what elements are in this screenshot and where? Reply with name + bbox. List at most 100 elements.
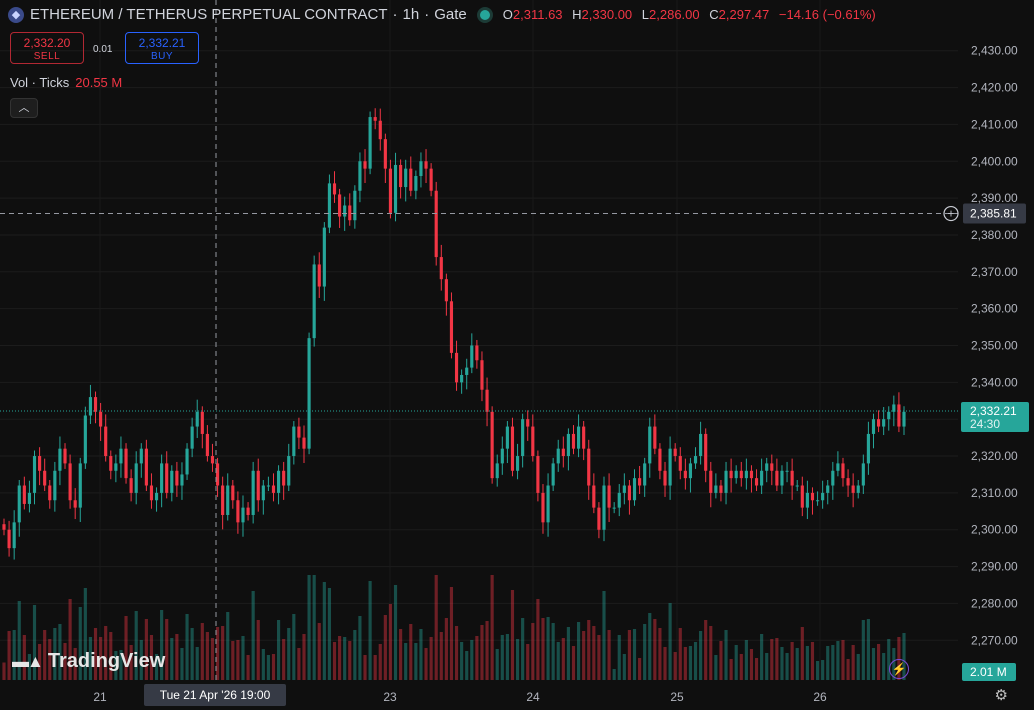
volume-bar bbox=[17, 601, 21, 680]
candle-body bbox=[780, 470, 784, 486]
volume-bar bbox=[241, 636, 245, 680]
sell-label: SELL bbox=[33, 51, 61, 62]
sell-button[interactable]: 2,332.20 SELL bbox=[10, 32, 84, 64]
volume-bar bbox=[414, 643, 418, 680]
volume-bar bbox=[815, 661, 820, 680]
exchange-label[interactable]: Gate bbox=[434, 6, 467, 23]
candle-body bbox=[760, 470, 764, 486]
volume-bar bbox=[490, 575, 494, 680]
volume-last-label: 2.01 M bbox=[970, 665, 1007, 679]
volume-bar bbox=[363, 655, 367, 680]
volume-bar bbox=[99, 637, 103, 680]
volume-bar bbox=[210, 638, 215, 680]
candle-body bbox=[810, 492, 815, 501]
volume-bar bbox=[185, 614, 189, 680]
volume-bar bbox=[200, 623, 204, 680]
candle-body bbox=[165, 463, 169, 493]
volume-legend[interactable]: Vol · Ticks 20.55 M bbox=[10, 75, 122, 90]
candle-body bbox=[704, 433, 708, 471]
price-tick-label: 2,270.00 bbox=[971, 633, 1018, 647]
change-value: −14.16 (−0.61%) bbox=[778, 7, 876, 22]
candle-body bbox=[109, 456, 113, 471]
symbol-title[interactable]: ETHEREUM / TETHERUS PERPETUAL CONTRACT bbox=[30, 6, 388, 23]
candle-body bbox=[312, 264, 316, 339]
candle-body bbox=[353, 190, 357, 221]
price-tick-label: 2,360.00 bbox=[971, 302, 1018, 316]
candle-body bbox=[43, 470, 47, 486]
volume-bar bbox=[160, 610, 164, 680]
interval-label[interactable]: 1h bbox=[402, 6, 420, 23]
candle-body bbox=[424, 161, 428, 169]
volume-bar bbox=[495, 649, 499, 680]
volume-bar bbox=[866, 619, 870, 680]
volume-bar bbox=[765, 653, 769, 680]
last-price-tag bbox=[961, 402, 1029, 433]
volume-bar bbox=[749, 649, 754, 680]
candle-body bbox=[195, 411, 199, 427]
candle-body bbox=[439, 257, 443, 280]
collapse-chevron-icon[interactable]: ︿ bbox=[10, 98, 38, 118]
candle-body bbox=[149, 485, 154, 501]
volume-bar bbox=[668, 603, 672, 680]
volume-bar bbox=[7, 631, 11, 680]
volume-bar bbox=[648, 613, 652, 680]
candle-body bbox=[454, 352, 459, 383]
volume-bar bbox=[149, 635, 154, 680]
candle-body bbox=[373, 117, 377, 121]
candle-body bbox=[297, 426, 301, 438]
volume-bar bbox=[622, 654, 626, 680]
volume-bar bbox=[449, 587, 454, 680]
volume-bar bbox=[271, 654, 276, 680]
candle-body bbox=[210, 456, 215, 464]
candle-body bbox=[393, 164, 398, 213]
volume-bar bbox=[73, 648, 77, 680]
candle-body bbox=[256, 470, 260, 501]
price-tick-label: 2,380.00 bbox=[971, 228, 1018, 242]
volume-bar bbox=[424, 648, 428, 680]
volume-bar bbox=[246, 655, 250, 680]
volume-bar bbox=[653, 619, 657, 680]
candle-body bbox=[68, 463, 72, 501]
time-axis[interactable]: 21 23 24 25 26 Tue 21 Apr '26 19:00 bbox=[93, 684, 827, 706]
volume-bar bbox=[561, 638, 565, 680]
candle-body bbox=[327, 183, 331, 228]
countdown-label: 24:30 bbox=[970, 417, 1000, 431]
tradingview-logo[interactable]: ▬▲ TradingView bbox=[12, 650, 165, 673]
buy-button[interactable]: 2,332.21 BUY bbox=[125, 32, 199, 64]
candle-body bbox=[897, 404, 901, 427]
time-tick-label: 21 bbox=[93, 690, 107, 704]
crosshair-overlay: + bbox=[0, 0, 959, 680]
price-tick-label: 2,320.00 bbox=[971, 449, 1018, 463]
volume-bar bbox=[434, 575, 438, 680]
gear-icon[interactable]: ⚙ bbox=[994, 687, 1008, 704]
price-axis[interactable]: 2,270.00 2,280.00 2,290.00 2,300.00 2,310.00… bbox=[961, 44, 1029, 681]
candle-body bbox=[515, 456, 520, 471]
volume-bar bbox=[368, 581, 372, 680]
volume-bar bbox=[632, 629, 637, 680]
spread-value: 0.01 bbox=[93, 44, 113, 55]
volume-bar bbox=[378, 644, 382, 680]
candle-body bbox=[399, 164, 403, 188]
candle-body bbox=[678, 456, 682, 471]
crosshair-price-tag bbox=[963, 203, 1026, 224]
lightning-icon[interactable]: ⚡ bbox=[889, 659, 909, 679]
candle-body bbox=[154, 492, 159, 501]
candle-body bbox=[271, 485, 276, 493]
candle-body bbox=[892, 404, 896, 412]
volume-bar bbox=[266, 655, 270, 680]
candle-body bbox=[541, 492, 545, 523]
candle-body bbox=[383, 139, 387, 169]
volume-bar bbox=[399, 629, 403, 680]
volume-bar bbox=[602, 591, 606, 680]
candle-body bbox=[414, 176, 418, 191]
volume-bar bbox=[790, 642, 794, 680]
price-tick-label: 2,290.00 bbox=[971, 560, 1018, 574]
volume-bar bbox=[327, 588, 331, 680]
candle-body bbox=[419, 161, 423, 177]
candle-body bbox=[627, 485, 631, 501]
volume-bar bbox=[612, 669, 616, 680]
volume-bar bbox=[43, 630, 47, 680]
candle-body bbox=[826, 485, 830, 493]
candle-body bbox=[282, 470, 286, 486]
